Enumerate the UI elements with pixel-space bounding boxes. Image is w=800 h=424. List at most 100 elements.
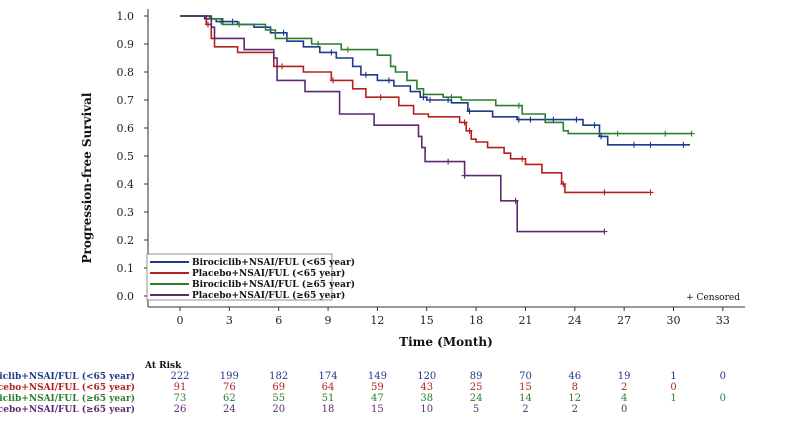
censor-mark [329, 77, 336, 84]
censor-mark [591, 122, 598, 129]
censor-mark [377, 94, 384, 101]
at-risk-count: 5 [473, 404, 479, 415]
censor-mark [647, 189, 654, 196]
legend-label: Placebo+NSAI/FUL (≥65 year) [192, 290, 345, 301]
legend-label: Placebo+NSAI/FUL (<65 year) [192, 268, 345, 279]
x-tick-label: 30 [667, 314, 681, 327]
at-risk-header: At Risk [144, 361, 182, 371]
censor-mark [647, 141, 654, 148]
at-risk-count: 2 [572, 404, 578, 415]
y-tick-label: 1.0 [117, 10, 135, 23]
at-risk-count: 62 [223, 393, 236, 404]
at-risk-count: 120 [417, 371, 436, 382]
x-tick-label: 24 [568, 314, 582, 327]
at-risk-count: 89 [470, 371, 483, 382]
at-risk-count: 174 [319, 371, 338, 382]
at-risk-count: 1 [670, 371, 676, 382]
at-risk-count: 15 [519, 382, 532, 393]
at-risk-count: 10 [420, 404, 433, 415]
censor-mark [598, 133, 605, 140]
y-tick-label: 0.9 [117, 38, 135, 51]
at-risk-count: 0 [720, 393, 726, 404]
censor-mark [445, 97, 452, 103]
censor-mark [550, 116, 557, 123]
censor-mark [229, 18, 236, 25]
x-tick-label: 15 [420, 314, 434, 327]
censor-mark [466, 108, 473, 115]
x-tick-label: 3 [226, 314, 233, 327]
at-risk-count: 64 [322, 382, 335, 393]
at-risk-count: 0 [621, 404, 627, 415]
at-risk-count: 0 [720, 371, 726, 382]
legend: Birociclib+NSAI/FUL (<65 year)Placebo+NS… [146, 253, 355, 301]
at-risk-count: 0 [670, 382, 676, 393]
y-tick-label: 0.5 [117, 150, 135, 163]
at-risk-count: 47 [371, 393, 384, 404]
censor-mark [601, 189, 608, 196]
censor-mark [461, 119, 468, 126]
at-risk-count: 2 [522, 404, 528, 415]
x-axis-title: Time (Month) [399, 335, 493, 349]
censor-mark [560, 181, 567, 187]
censor-mark [466, 127, 473, 134]
censor-mark [204, 21, 211, 28]
censor-mark [328, 49, 335, 56]
at-risk-count: 14 [519, 393, 532, 404]
x-tick-label: 9 [325, 314, 332, 327]
x-ticks: 0 3 6 9 12 15 18 21 24 27 30 33 [177, 307, 730, 327]
x-tick-label: 27 [617, 314, 631, 327]
censor-mark [344, 46, 351, 53]
at-risk-count: 222 [170, 371, 189, 382]
at-risk-row-label: Birociclib+NSAI/FUL (<65 year) [0, 371, 135, 382]
y-ticks: 0.0 0.1 0.2 0.3 0.4 0.5 0.6 0.7 0.8 0.9 1.0 [117, 10, 148, 303]
censor-mark [315, 41, 322, 47]
at-risk-count: 46 [568, 371, 581, 382]
x-tick-label: 33 [716, 314, 730, 327]
at-risk-row-label: Placebo+NSAI/FUL (<65 year) [0, 382, 135, 393]
at-risk-count: 25 [470, 382, 483, 393]
censor-mark [519, 155, 526, 162]
at-risk-count: 24 [223, 404, 236, 415]
censor-mark [515, 102, 522, 109]
censor-mark [527, 116, 534, 123]
at-risk-count: 2 [621, 382, 627, 393]
censor-mark [515, 116, 522, 123]
censor-mark [573, 116, 580, 123]
km-curves [180, 15, 692, 233]
censor-mark [420, 94, 427, 101]
at-risk-count: 199 [220, 371, 239, 382]
legend-label: Birociclib+NSAI/FUL (≥65 year) [192, 279, 355, 290]
at-risk-table: Birociclib+NSAI/FUL (<65 year)2221991821… [0, 371, 726, 415]
at-risk-count: 43 [420, 382, 433, 393]
censor-mark [680, 141, 687, 148]
censor-mark [385, 77, 392, 84]
legend-label: Birociclib+NSAI/FUL (<65 year) [192, 257, 355, 268]
censor-marks [204, 18, 695, 235]
at-risk-count: 59 [371, 382, 384, 393]
at-risk-count: 51 [322, 393, 335, 404]
censor-mark [512, 197, 519, 204]
at-risk-count: 69 [272, 382, 285, 393]
censor-mark [688, 130, 695, 137]
censor-mark [461, 172, 468, 179]
x-tick-label: 0 [177, 314, 184, 327]
censor-mark [601, 228, 608, 235]
at-risk-count: 76 [223, 382, 236, 393]
km-curve-4 [180, 15, 605, 233]
censor-mark [614, 130, 621, 137]
at-risk-count: 26 [174, 404, 187, 415]
at-risk-count: 182 [269, 371, 288, 382]
at-risk-count: 15 [371, 404, 384, 415]
x-tick-label: 12 [370, 314, 384, 327]
km-curve-1 [180, 15, 690, 146]
y-tick-label: 0.2 [117, 234, 135, 247]
at-risk-count: 91 [174, 382, 187, 393]
x-tick-label: 18 [469, 314, 483, 327]
y-tick-label: 0.6 [117, 122, 135, 135]
at-risk-count: 12 [568, 393, 581, 404]
at-risk-count: 55 [272, 393, 285, 404]
y-tick-label: 0.1 [117, 262, 135, 275]
censor-mark [448, 94, 455, 101]
censor-mark [662, 130, 669, 137]
